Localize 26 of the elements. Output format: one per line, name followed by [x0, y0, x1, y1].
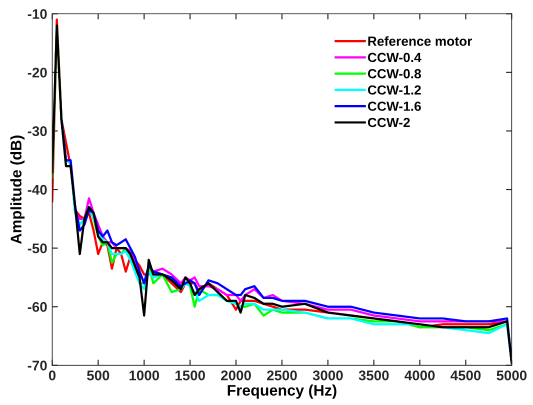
y-tick-label: -60 [28, 302, 47, 312]
legend-label: CCW-2 [368, 118, 410, 128]
legend-label: CCW-1.6 [368, 102, 421, 111]
x-tick-label: 2000 [221, 370, 251, 380]
x-tick-label: 2500 [266, 370, 297, 380]
x-tick-label: 500 [87, 370, 110, 380]
x-tick-label: 0 [48, 370, 56, 380]
x-tick-label: 4000 [404, 370, 435, 380]
x-axis-title: Frequency (Hz) [228, 384, 336, 399]
y-tick-label: -20 [28, 68, 47, 78]
x-tick-label: 1500 [175, 370, 205, 380]
y-tick-label: -70 [28, 360, 47, 370]
y-tick-label: -40 [28, 184, 47, 195]
y-tick-label: -50 [28, 243, 47, 254]
x-tick-label: 5000 [496, 370, 527, 380]
y-tick-label: -10 [28, 9, 47, 19]
x-tick-label: 3500 [358, 370, 389, 380]
y-tick-label: -30 [28, 126, 47, 136]
legend-label: CCW-0.4 [368, 52, 422, 62]
legend-label: Reference motor [368, 36, 472, 46]
legend-label: CCW-0.8 [368, 69, 421, 78]
x-tick-label: 1000 [130, 370, 160, 380]
x-tick-label: 3000 [312, 370, 343, 380]
legend-label: CCW-1.2 [368, 85, 421, 95]
x-tick-label: 4500 [450, 370, 481, 380]
y-axis-title: Amplitude (dB) [10, 136, 25, 244]
